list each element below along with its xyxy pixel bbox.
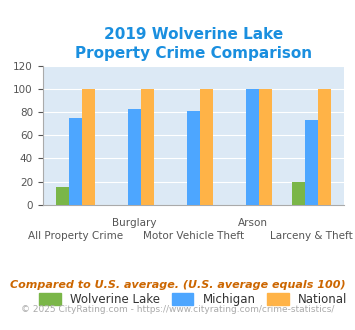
Bar (128, 109, 141, 205)
Bar (318, 89, 331, 205)
Bar (56, 187, 69, 205)
Text: Burglary: Burglary (112, 218, 157, 228)
Text: All Property Crime: All Property Crime (28, 231, 123, 241)
Legend: Wolverine Lake, Michigan, National: Wolverine Lake, Michigan, National (33, 287, 354, 312)
Bar (200, 89, 213, 205)
Bar (305, 120, 318, 205)
Bar (187, 111, 200, 205)
Text: © 2025 CityRating.com - https://www.cityrating.com/crime-statistics/: © 2025 CityRating.com - https://www.city… (21, 305, 334, 314)
Bar (259, 89, 272, 205)
Bar (292, 182, 305, 205)
Text: Motor Vehicle Theft: Motor Vehicle Theft (143, 231, 244, 241)
Title: 2019 Wolverine Lake
Property Crime Comparison: 2019 Wolverine Lake Property Crime Compa… (75, 27, 312, 61)
Bar (246, 89, 259, 205)
Bar (141, 89, 154, 205)
Text: Larceny & Theft: Larceny & Theft (271, 231, 353, 241)
Text: Arson: Arson (237, 218, 268, 228)
Bar (82, 89, 95, 205)
Bar (69, 118, 82, 205)
Text: Compared to U.S. average. (U.S. average equals 100): Compared to U.S. average. (U.S. average … (10, 280, 345, 290)
